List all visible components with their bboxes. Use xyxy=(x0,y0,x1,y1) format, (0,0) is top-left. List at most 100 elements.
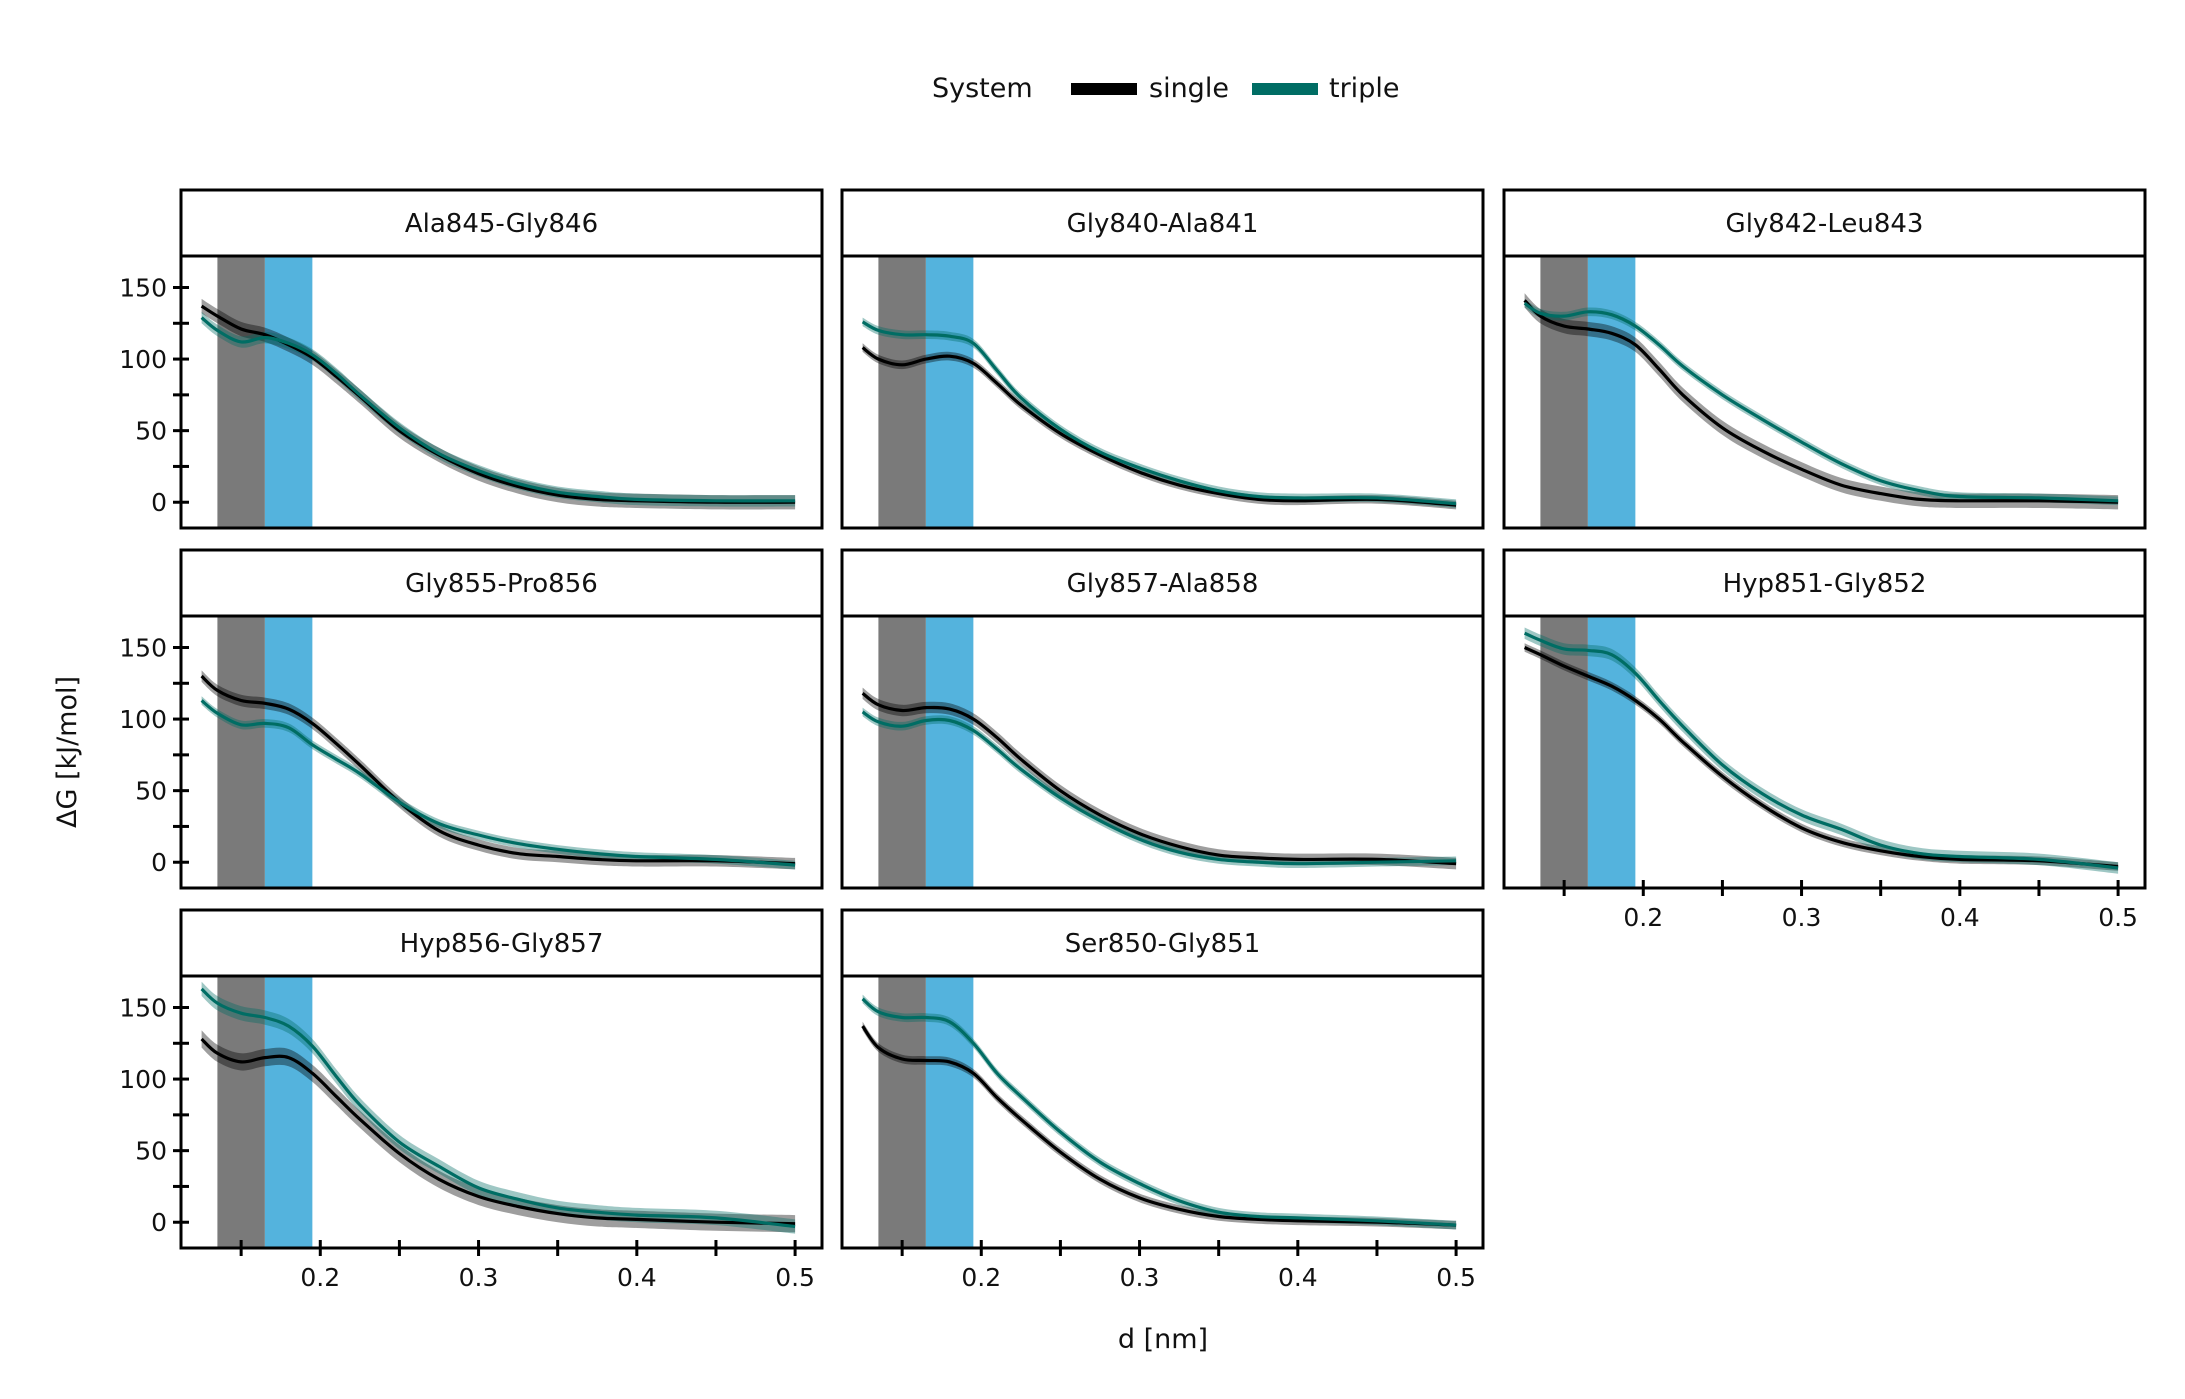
gray-band xyxy=(217,976,265,1248)
confidence-band-triple xyxy=(862,707,1457,868)
x-tick-label: 0.5 xyxy=(775,1263,815,1292)
line-triple xyxy=(200,987,796,1229)
x-tick-label: 0.2 xyxy=(300,1263,340,1292)
line-triple xyxy=(861,997,1457,1227)
panel-ser850-gly851: Ser850-Gly851 0.2 0.3 0.4 0.5 xyxy=(840,908,1485,1292)
plot-area xyxy=(861,616,1457,888)
y-tick-label: 50 xyxy=(135,777,167,806)
panel-hyp851-gly852: Hyp851-Gly852 0.2 0.3 0.4 0.5 xyxy=(1502,548,2147,932)
x-axis-title: d [nm] xyxy=(1118,1324,1208,1355)
y-tick-label: 100 xyxy=(119,345,167,374)
legend-swatch-single xyxy=(1071,83,1137,95)
y-tick-label: 0 xyxy=(151,488,167,517)
plot-area xyxy=(200,976,796,1248)
panel-strip xyxy=(840,548,1485,618)
y-tick-label: 0 xyxy=(151,1208,167,1237)
line-single xyxy=(1523,646,2119,869)
line-single xyxy=(200,1037,796,1226)
legend: System single triple xyxy=(932,73,1399,104)
y-tick-label: 150 xyxy=(119,633,167,662)
blue-band xyxy=(925,616,974,888)
x-tick-label: 0.4 xyxy=(1940,903,1980,932)
legend-swatch-triple xyxy=(1252,83,1318,95)
blue-band xyxy=(264,616,313,888)
legend-title: System xyxy=(932,73,1033,104)
blue-band xyxy=(925,256,974,528)
y-tick-label: 50 xyxy=(135,417,167,446)
panel-strip xyxy=(179,188,824,258)
x-tick-label: 0.3 xyxy=(459,1263,499,1292)
line-triple xyxy=(861,320,1457,506)
axes-frame xyxy=(179,254,824,530)
line-triple xyxy=(1523,631,2119,870)
legend-label-single: single xyxy=(1149,73,1229,104)
plot-area xyxy=(1523,256,2119,528)
panel-hyp856-gly857: Hyp856-Gly857 0 50 100 150 0.2 0.3 0.4 0.5 xyxy=(119,908,824,1292)
axes-frame xyxy=(840,974,1485,1250)
panel-ala845-gly846: Ala845-Gly846 0 50 100 150 xyxy=(119,188,824,530)
panel-strip xyxy=(1502,188,2147,258)
panel-gly855-pro856: Gly855-Pro856 0 50 100 150 xyxy=(119,548,824,890)
gray-band xyxy=(217,256,265,528)
line-single xyxy=(1523,299,2119,504)
plot-area xyxy=(200,256,796,528)
panel-title: Ala845-Gly846 xyxy=(405,209,598,239)
x-tick-label: 0.3 xyxy=(1782,903,1822,932)
y-tick-label: 100 xyxy=(119,1065,167,1094)
line-triple xyxy=(200,316,796,503)
y-tick-label: 100 xyxy=(119,705,167,734)
panel-title: Gly855-Pro856 xyxy=(405,569,598,599)
y-tick-label: 0 xyxy=(151,848,167,877)
gray-band xyxy=(1540,256,1588,528)
panels: Ala845-Gly846 0 50 100 150 Gly840-Ala841 Gly84… xyxy=(119,188,2147,1292)
gray-band xyxy=(878,256,926,528)
panel-title: Gly857-Ala858 xyxy=(1067,569,1259,599)
confidence-band-single xyxy=(201,1030,796,1233)
panel-strip xyxy=(179,548,824,618)
line-triple xyxy=(200,699,796,867)
gray-band xyxy=(878,616,926,888)
panel-strip xyxy=(840,188,1485,258)
axes-frame xyxy=(840,614,1485,890)
line-triple xyxy=(861,710,1457,866)
line-single xyxy=(200,304,796,504)
panel-title: Gly840-Ala841 xyxy=(1067,209,1259,239)
plot-area xyxy=(861,256,1457,528)
panel-title: Gly842-Leu843 xyxy=(1726,209,1924,239)
line-triple xyxy=(1523,301,2119,503)
x-tick-label: 0.4 xyxy=(1278,1263,1318,1292)
panel-gly842-leu843: Gly842-Leu843 xyxy=(1502,188,2147,530)
line-single xyxy=(861,346,1457,507)
gray-band xyxy=(1540,616,1588,888)
line-single xyxy=(861,1025,1457,1227)
axes-frame xyxy=(840,254,1485,530)
confidence-band-single xyxy=(862,687,1457,870)
axes-frame xyxy=(179,974,824,1250)
panel-strip xyxy=(179,908,824,978)
confidence-band-triple xyxy=(862,317,1457,508)
axes-frame xyxy=(1502,614,2147,890)
panel-title: Hyp856-Gly857 xyxy=(400,929,604,959)
confidence-band-triple xyxy=(1524,627,2119,874)
blue-band xyxy=(1587,616,1636,888)
panel-strip xyxy=(1502,548,2147,618)
plot-area xyxy=(861,976,1457,1248)
gray-band xyxy=(217,616,265,888)
legend-label-triple: triple xyxy=(1329,73,1399,104)
x-tick-label: 0.3 xyxy=(1120,1263,1160,1292)
x-tick-label: 0.4 xyxy=(617,1263,657,1292)
gray-band xyxy=(878,976,926,1248)
x-tick-label: 0.2 xyxy=(961,1263,1001,1292)
line-single xyxy=(861,692,1457,866)
plot-area xyxy=(200,616,796,888)
y-axis-title: ΔG [kJ/mol] xyxy=(52,676,83,828)
y-tick-label: 150 xyxy=(119,993,167,1022)
blue-band xyxy=(1587,256,1636,528)
y-tick-label: 50 xyxy=(135,1137,167,1166)
panel-gly840-ala841: Gly840-Ala841 xyxy=(840,188,1485,530)
x-tick-label: 0.2 xyxy=(1623,903,1663,932)
panel-title: Hyp851-Gly852 xyxy=(1723,569,1927,599)
axes-frame xyxy=(1502,254,2147,530)
axes-frame xyxy=(179,614,824,890)
